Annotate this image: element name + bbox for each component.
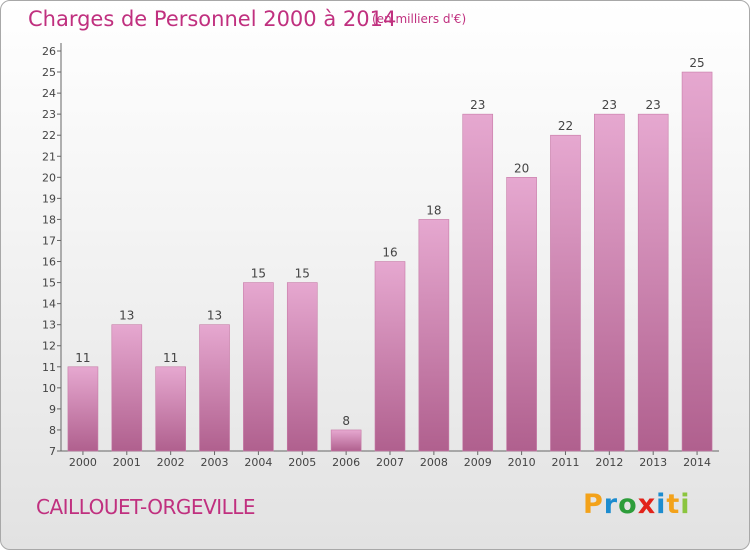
x-tick-label: 2000 [69, 456, 97, 469]
bar [67, 366, 99, 452]
logo-letter: i [680, 489, 691, 520]
logo-letter: o [618, 489, 638, 520]
bar-value-label: 16 [382, 246, 397, 260]
y-tick-label: 18 [42, 213, 56, 226]
bar-value-label: 22 [558, 119, 573, 133]
x-tick-label: 2003 [201, 456, 229, 469]
x-tick-label: 2008 [420, 456, 448, 469]
y-tick-label: 12 [42, 340, 56, 353]
bar [243, 282, 274, 452]
bar [594, 113, 625, 452]
bar [374, 261, 406, 452]
x-tick-label: 2013 [639, 456, 667, 469]
bar-value-label: 15 [295, 267, 310, 281]
bar [681, 71, 713, 452]
x-tick-label: 2010 [508, 456, 536, 469]
bar [550, 134, 581, 452]
y-tick-label: 25 [42, 66, 56, 79]
logo-letter: P [583, 489, 604, 520]
bar-value-label: 25 [689, 56, 704, 70]
y-tick-label: 11 [42, 361, 56, 374]
bar [462, 113, 494, 452]
logo-letter: r [603, 489, 619, 520]
bar-value-label: 8 [342, 414, 350, 428]
bar [111, 324, 143, 452]
x-tick-label: 2007 [376, 456, 404, 469]
bar-value-label: 23 [646, 98, 661, 112]
y-tick-label: 7 [49, 445, 56, 458]
bar [330, 429, 362, 452]
y-tick-label: 20 [42, 171, 56, 184]
bar-value-label: 15 [251, 267, 266, 281]
bar [506, 177, 537, 452]
x-tick-label: 2005 [288, 456, 316, 469]
y-tick-label: 14 [42, 298, 56, 311]
y-tick-label: 10 [42, 382, 56, 395]
y-tick-label: 26 [42, 45, 56, 58]
x-tick-label: 2009 [464, 456, 492, 469]
bar-value-label: 18 [426, 203, 441, 217]
bar [155, 366, 186, 452]
commune-name: CAILLOUET-ORGEVILLE [36, 495, 256, 519]
logo-letter: t [666, 489, 681, 520]
bar [286, 282, 318, 452]
bar-value-label: 23 [470, 98, 485, 112]
x-tick-label: 2004 [244, 456, 272, 469]
bar-value-label: 11 [163, 351, 178, 365]
chart-unit-note: (en milliers d'€) [372, 12, 467, 26]
y-tick-label: 15 [42, 277, 56, 290]
bar-value-label: 13 [207, 309, 222, 323]
bar-value-label: 11 [75, 351, 90, 365]
proxiti-logo: Proxiti [583, 489, 691, 520]
x-tick-label: 2014 [683, 456, 711, 469]
bar-value-label: 20 [514, 161, 529, 175]
y-tick-label: 13 [42, 319, 56, 332]
bar-value-label: 13 [119, 309, 134, 323]
bar [199, 324, 230, 452]
y-tick-label: 8 [49, 424, 56, 437]
logo-letter: x [637, 489, 657, 520]
y-tick-label: 23 [42, 108, 56, 121]
bar-value-label: 23 [602, 98, 617, 112]
x-tick-label: 2011 [551, 456, 579, 469]
x-tick-label: 2001 [113, 456, 141, 469]
y-tick-label: 21 [42, 150, 56, 163]
chart-title: Charges de Personnel 2000 à 2014 [28, 7, 397, 31]
y-tick-label: 24 [42, 87, 56, 100]
chart-axes: 7 8 9 10 11 12 13 14 15 16 17 18 19 20 21 22 23 24 25 26 200… [42, 43, 719, 469]
y-tick-label: 19 [42, 192, 56, 205]
bar [637, 113, 669, 452]
x-tick-label: 2012 [595, 456, 623, 469]
x-tick-label: 2006 [332, 456, 360, 469]
bar [418, 219, 450, 452]
bar-series: 11 13 11 13 15 15 8 16 18 23 20 22 23 23 25 [67, 56, 713, 452]
x-tick-label: 2002 [157, 456, 185, 469]
y-tick-label: 16 [42, 256, 56, 269]
y-tick-label: 17 [42, 234, 56, 247]
y-tick-label: 9 [49, 403, 56, 416]
logo-letter: i [656, 489, 667, 520]
y-tick-label: 22 [42, 129, 56, 142]
